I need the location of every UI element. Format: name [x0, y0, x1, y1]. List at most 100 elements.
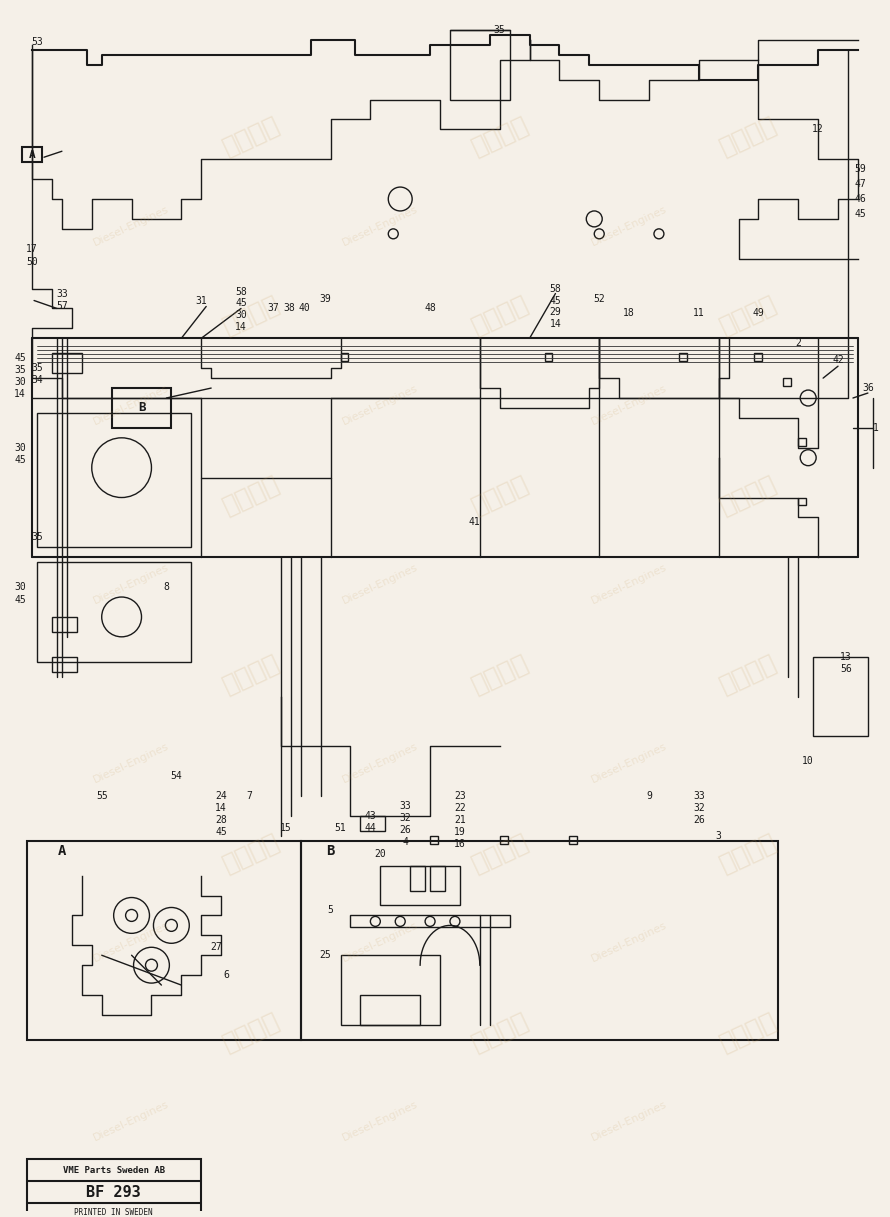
Text: 35: 35: [31, 532, 43, 543]
Text: A: A: [28, 150, 36, 161]
Bar: [52, 617, 77, 632]
Text: 14: 14: [215, 803, 227, 813]
Text: 45: 45: [14, 353, 26, 363]
Bar: [27, 1160, 201, 1217]
Bar: [545, 353, 553, 361]
Text: 39: 39: [320, 293, 331, 303]
Text: Diesel-Engines: Diesel-Engines: [341, 741, 420, 785]
Text: 37: 37: [267, 303, 279, 314]
Text: 49: 49: [753, 308, 765, 319]
Text: 紫发动力: 紫发动力: [467, 650, 532, 697]
Text: 33: 33: [56, 288, 68, 298]
Text: 45: 45: [854, 209, 866, 219]
Text: Diesel-Engines: Diesel-Engines: [93, 741, 171, 785]
Bar: [783, 378, 791, 386]
Text: 28: 28: [215, 815, 227, 825]
Text: Diesel-Engines: Diesel-Engines: [590, 1099, 668, 1143]
Text: 35: 35: [494, 24, 506, 35]
Text: Diesel-Engines: Diesel-Engines: [341, 383, 420, 427]
Text: 6: 6: [223, 970, 229, 980]
Bar: [450, 30, 510, 100]
Text: 紫发动力: 紫发动力: [716, 1009, 781, 1055]
Bar: [341, 353, 349, 361]
Text: 41: 41: [469, 517, 481, 527]
Text: Diesel-Engines: Diesel-Engines: [590, 741, 668, 785]
Bar: [22, 147, 42, 162]
Bar: [360, 815, 385, 831]
Text: 45: 45: [14, 455, 26, 465]
Text: 35: 35: [31, 363, 43, 374]
Text: Diesel-Engines: Diesel-Engines: [341, 920, 420, 964]
Text: 15: 15: [280, 823, 292, 832]
Text: 紫发动力: 紫发动力: [219, 113, 283, 159]
Text: 7: 7: [246, 791, 252, 801]
Text: 9: 9: [646, 791, 651, 801]
Text: Diesel-Engines: Diesel-Engines: [590, 562, 668, 606]
Text: 40: 40: [299, 303, 311, 314]
Text: 14: 14: [14, 389, 26, 399]
Text: 53: 53: [31, 37, 43, 46]
Text: 35: 35: [14, 365, 26, 375]
Text: 25: 25: [320, 950, 331, 960]
Text: 29: 29: [549, 308, 562, 318]
Text: 23: 23: [454, 791, 465, 801]
Text: 31: 31: [195, 297, 207, 307]
Text: 38: 38: [283, 303, 295, 314]
Bar: [52, 657, 77, 672]
Text: 19: 19: [454, 826, 465, 837]
Text: 33: 33: [692, 791, 705, 801]
Text: 27: 27: [210, 942, 222, 952]
Bar: [37, 413, 191, 548]
Text: 16: 16: [454, 839, 465, 848]
Bar: [111, 388, 172, 428]
Text: 45: 45: [549, 296, 562, 305]
Text: 1: 1: [873, 422, 878, 433]
Text: PRINTED IN SWEDEN: PRINTED IN SWEDEN: [75, 1208, 153, 1217]
Text: B: B: [138, 402, 145, 415]
Text: 21: 21: [454, 815, 465, 825]
Text: 47: 47: [854, 179, 866, 189]
Text: A: A: [58, 843, 66, 858]
Text: 54: 54: [171, 772, 182, 781]
Text: 紫发动力: 紫发动力: [716, 113, 781, 159]
Text: 30: 30: [14, 377, 26, 387]
Text: Diesel-Engines: Diesel-Engines: [590, 204, 668, 248]
Text: 58: 58: [235, 286, 247, 297]
Text: 14: 14: [549, 319, 562, 330]
Text: B: B: [327, 843, 335, 858]
Text: 44: 44: [365, 823, 376, 832]
Text: 24: 24: [215, 791, 227, 801]
Text: 26: 26: [400, 825, 411, 835]
Text: 30: 30: [14, 443, 26, 453]
Text: Diesel-Engines: Diesel-Engines: [93, 562, 171, 606]
Bar: [430, 836, 438, 843]
Text: 紫发动力: 紫发动力: [219, 1009, 283, 1055]
Text: 紫发动力: 紫发动力: [467, 113, 532, 159]
Text: 42: 42: [832, 355, 844, 365]
Text: 43: 43: [365, 811, 376, 821]
Text: 12: 12: [813, 124, 824, 134]
Text: 5: 5: [328, 905, 334, 915]
Text: Diesel-Engines: Diesel-Engines: [93, 204, 171, 248]
Bar: [37, 562, 191, 662]
Text: BF 293: BF 293: [86, 1184, 141, 1200]
Bar: [755, 353, 763, 361]
Text: 36: 36: [862, 383, 874, 393]
Text: 紫发动力: 紫发动力: [716, 471, 781, 518]
Bar: [410, 865, 425, 891]
Text: 紫发动力: 紫发动力: [467, 829, 532, 876]
Text: 4: 4: [402, 837, 409, 847]
Bar: [813, 657, 868, 736]
Bar: [27, 841, 301, 1039]
Text: 51: 51: [335, 823, 346, 832]
Text: 55: 55: [96, 791, 108, 801]
Text: 34: 34: [31, 375, 43, 385]
Text: 50: 50: [26, 257, 38, 267]
Text: 22: 22: [454, 803, 465, 813]
Text: 26: 26: [692, 815, 705, 825]
Text: 2: 2: [796, 338, 801, 348]
Text: 紫发动力: 紫发动力: [716, 292, 781, 340]
Text: 45: 45: [235, 298, 247, 308]
Text: Diesel-Engines: Diesel-Engines: [93, 1099, 171, 1143]
Text: 45: 45: [14, 595, 26, 605]
